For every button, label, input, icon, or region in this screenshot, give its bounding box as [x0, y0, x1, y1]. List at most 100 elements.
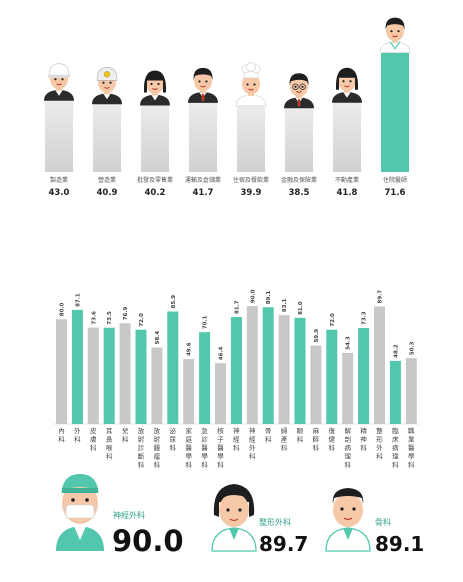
top-specialty-card-1: 神經外科 90.0: [55, 474, 184, 558]
industry-value-label: 41.7: [193, 188, 214, 198]
industry-value-label: 40.9: [97, 188, 118, 198]
industry-label: 金融及保險業: [281, 176, 317, 184]
specialty-value-label: 72.0: [330, 313, 336, 327]
specialty-label: 職業醫學科: [408, 426, 415, 469]
specialty-label: 兒科: [122, 426, 129, 444]
banker-icon: [284, 73, 314, 109]
specialty-value-label: 81.7: [234, 300, 240, 314]
specialty-label: 麻醉科: [313, 426, 320, 452]
specialty-label: 核子醫學科: [217, 426, 224, 469]
industry-bar: [45, 99, 73, 172]
specialty-value-label: 46.4: [219, 346, 225, 360]
industry-label: 住宿及餐飲業: [233, 176, 269, 184]
industry-label: 住院醫師: [383, 176, 407, 184]
chef-icon: [235, 62, 267, 107]
industry-value-label: 38.5: [289, 188, 310, 198]
specialty-value-label: 87.1: [75, 293, 81, 307]
specialty-value-label: 80.0: [60, 302, 66, 316]
specialty-bar: [326, 329, 338, 424]
retail-clerk-icon: [140, 70, 170, 106]
industry-value-label: 41.8: [337, 188, 358, 198]
specialty-label: 耳鼻喉科: [106, 427, 113, 461]
specialty-label: 皮膚科: [90, 426, 97, 452]
specialty-label: 內科: [58, 426, 65, 444]
specialty-bar: [342, 352, 354, 424]
specialty-hours-chart: 80.0 內科 87.1 外科 73.6 皮膚科 73.5 耳鼻喉科 76.9 兒科 72.0 放射診…: [53, 289, 420, 469]
worker-icon: [44, 63, 74, 101]
specialty-value-label: 58.4: [155, 331, 161, 345]
specialty-bar: [310, 345, 322, 424]
female-doctor-icon: [211, 484, 257, 552]
specialty-bar: [135, 329, 147, 424]
specialty-bar: [199, 332, 211, 424]
specialty-name-label: 骨科: [375, 517, 391, 527]
specialty-label: 解剖病理科: [344, 426, 351, 469]
specialty-bar: [71, 309, 83, 424]
industry-value-label: 43.0: [49, 188, 70, 198]
specialty-bar: [374, 306, 385, 424]
industry-hours-chart: 製造業 43.0 營造業 40.9 批發及零售業 40.2 運輸及倉儲業 41.7 住宿及餐飲業…: [44, 17, 411, 198]
realtor-icon: [332, 67, 362, 103]
specialty-value-label: 59.9: [314, 329, 320, 343]
specialty-hours-value: 89.7: [259, 532, 308, 556]
specialty-name-label: 神經外科: [113, 510, 145, 520]
specialty-bar: [262, 307, 274, 424]
specialty-bar: [183, 359, 195, 424]
specialty-label: 放射腫瘤科: [154, 426, 161, 469]
specialty-bar: [103, 327, 115, 424]
industry-label: 批發及零售業: [137, 176, 173, 184]
surgeon-icon: [55, 474, 105, 551]
specialty-value-label: 89.7: [378, 290, 384, 304]
industry-value-label: 71.6: [385, 188, 406, 198]
male-doctor-icon: [325, 488, 371, 552]
specialty-label: 泌尿科: [170, 426, 177, 452]
industry-label: 運輸及倉儲業: [185, 176, 221, 184]
specialty-bar: [246, 306, 258, 424]
specialty-label: 放射診斷科: [138, 426, 145, 469]
specialty-label: 骨科: [265, 427, 272, 444]
specialty-hours-value: 90.0: [112, 524, 184, 558]
specialty-label: 眼科: [297, 427, 304, 444]
specialty-value-label: 49.6: [187, 342, 193, 356]
driver-icon: [188, 67, 218, 103]
specialty-bar: [405, 358, 417, 424]
industry-bar: [141, 104, 169, 172]
specialty-label: 整形外科: [376, 426, 383, 461]
specialty-value-label: 83.1: [282, 298, 288, 312]
doctor-icon: [379, 17, 411, 53]
specialty-label: 精神科: [360, 426, 367, 452]
specialty-label: 婦產科: [281, 426, 288, 452]
specialty-bar: [87, 327, 99, 424]
specialty-value-label: 89.1: [266, 291, 272, 305]
specialty-bar: [389, 360, 401, 424]
industry-label: 製造業: [50, 176, 68, 184]
industry-label: 營造業: [98, 176, 116, 184]
specialty-value-label: 48.2: [393, 344, 399, 358]
specialty-value-label: 73.3: [362, 311, 368, 325]
specialty-hours-value: 89.1: [375, 532, 424, 556]
specialty-value-label: 76.9: [123, 307, 129, 321]
specialty-label: 神經科: [233, 426, 240, 452]
specialty-label: 神經外科: [249, 426, 256, 461]
industry-value-label: 40.2: [145, 188, 166, 198]
specialty-value-label: 90.0: [250, 289, 256, 303]
specialty-label: 家庭醫學科: [185, 426, 192, 469]
industry-bar: [93, 103, 121, 172]
specialty-bar: [230, 316, 242, 424]
specialty-bar: [56, 319, 67, 424]
specialty-bar: [151, 347, 163, 424]
specialty-value-label: 72.0: [139, 313, 145, 327]
specialty-value-label: 81.0: [298, 301, 304, 315]
top-specialty-card-2: 整形外科 89.7: [211, 484, 308, 556]
specialty-value-label: 54.3: [346, 336, 352, 350]
specialty-bar: [278, 315, 290, 424]
specialty-bar: [119, 323, 131, 424]
specialty-value-label: 73.5: [107, 311, 113, 325]
specialty-label: 臨床病理科: [392, 426, 399, 469]
industry-bar: [237, 104, 265, 172]
specialty-label: 復健科: [329, 426, 336, 452]
specialty-value-label: 73.6: [91, 311, 97, 325]
specialty-bar: [294, 317, 306, 424]
industry-bar: [285, 107, 313, 172]
specialty-value-label: 85.9: [171, 295, 177, 309]
